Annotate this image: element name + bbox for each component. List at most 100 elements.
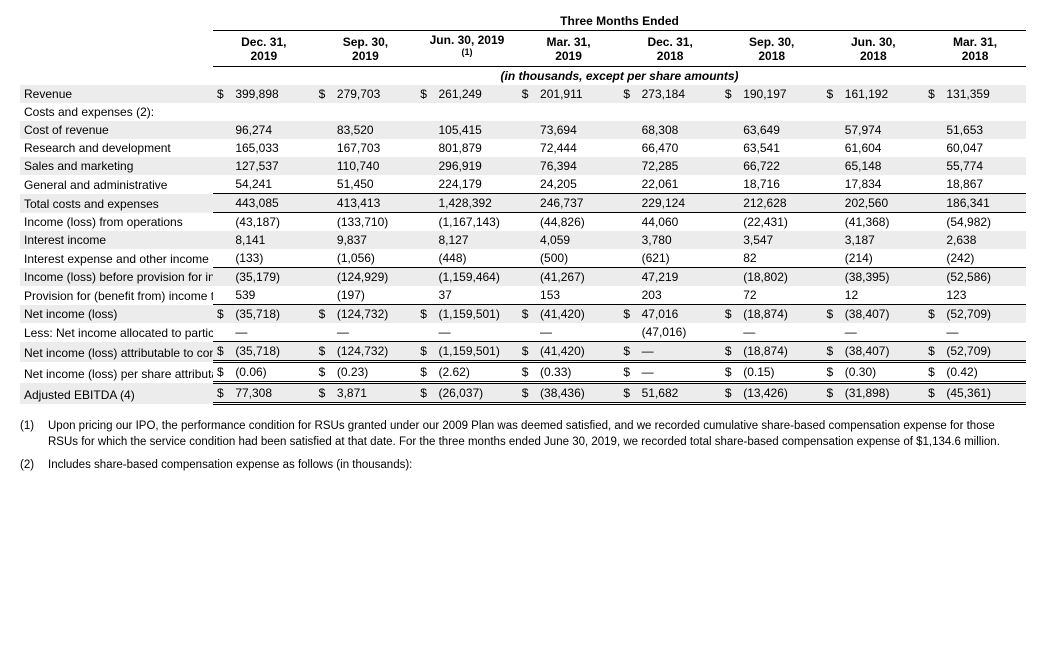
- value-cell: 12: [841, 286, 924, 305]
- value-cell: 66,722: [739, 157, 822, 175]
- value-cell: 83,520: [333, 121, 416, 139]
- currency-cell: $: [518, 362, 536, 383]
- value-cell: (0.15): [739, 362, 822, 383]
- value-cell: (41,420): [536, 305, 619, 324]
- currency-cell: [823, 121, 841, 139]
- currency-cell: $: [213, 305, 231, 324]
- value-cell: 66,470: [638, 139, 721, 157]
- currency-cell: [213, 231, 231, 249]
- currency-cell: $: [619, 342, 637, 362]
- value-cell: [434, 103, 517, 121]
- value-cell: (31,898): [841, 383, 924, 404]
- currency-cell: [315, 323, 333, 342]
- value-cell: 65,148: [841, 157, 924, 175]
- currency-cell: [924, 213, 942, 232]
- table-row: Less: Net income allocated to participat…: [20, 323, 1026, 342]
- currency-cell: [416, 213, 434, 232]
- value-cell: 18,716: [739, 175, 822, 194]
- table-row: Provision for (benefit from) income taxe…: [20, 286, 1026, 305]
- super-header-row: Three Months Ended: [20, 12, 1026, 31]
- value-cell: 443,085: [231, 194, 314, 213]
- value-cell: (124,929): [333, 268, 416, 287]
- currency-cell: [416, 323, 434, 342]
- currency-cell: [823, 103, 841, 121]
- currency-cell: [213, 103, 231, 121]
- currency-cell: $: [721, 362, 739, 383]
- currency-cell: [315, 103, 333, 121]
- value-cell: (38,436): [536, 383, 619, 404]
- currency-cell: [924, 157, 942, 175]
- currency-cell: [518, 213, 536, 232]
- currency-cell: [823, 194, 841, 213]
- table-row: Income (loss) from operations(43,187)(13…: [20, 213, 1026, 232]
- value-cell: (197): [333, 286, 416, 305]
- row-label: Provision for (benefit from) income taxe…: [20, 286, 213, 305]
- value-cell: 17,834: [841, 175, 924, 194]
- currency-cell: [416, 103, 434, 121]
- value-cell: (0.42): [942, 362, 1026, 383]
- value-cell: 167,703: [333, 139, 416, 157]
- currency-cell: [721, 268, 739, 287]
- currency-cell: $: [518, 305, 536, 324]
- currency-cell: $: [924, 342, 942, 362]
- currency-cell: $: [823, 305, 841, 324]
- row-label: General and administrative: [20, 175, 213, 194]
- row-label: Research and development: [20, 139, 213, 157]
- currency-cell: [619, 194, 637, 213]
- value-cell: (448): [434, 249, 517, 268]
- currency-cell: $: [823, 362, 841, 383]
- value-cell: 261,249: [434, 85, 517, 103]
- currency-cell: [518, 175, 536, 194]
- currency-cell: [924, 231, 942, 249]
- value-cell: 72: [739, 286, 822, 305]
- currency-cell: $: [315, 383, 333, 404]
- currency-cell: $: [721, 342, 739, 362]
- value-cell: 246,737: [536, 194, 619, 213]
- currency-cell: $: [619, 362, 637, 383]
- value-cell: (1,159,501): [434, 305, 517, 324]
- value-cell: 51,682: [638, 383, 721, 404]
- currency-cell: $: [213, 383, 231, 404]
- currency-cell: [721, 323, 739, 342]
- value-cell: 1,428,392: [434, 194, 517, 213]
- currency-cell: [315, 157, 333, 175]
- value-cell: (35,718): [231, 305, 314, 324]
- currency-cell: $: [416, 305, 434, 324]
- row-label: Cost of revenue: [20, 121, 213, 139]
- value-cell: 229,124: [638, 194, 721, 213]
- currency-cell: [315, 286, 333, 305]
- currency-cell: [619, 286, 637, 305]
- value-cell: [536, 103, 619, 121]
- currency-cell: [823, 139, 841, 157]
- value-cell: 22,061: [638, 175, 721, 194]
- currency-cell: $: [416, 85, 434, 103]
- period-1: Sep. 30,2019: [315, 31, 417, 67]
- currency-cell: [721, 286, 739, 305]
- value-cell: (500): [536, 249, 619, 268]
- value-cell: 47,016: [638, 305, 721, 324]
- currency-cell: [518, 103, 536, 121]
- table-row: Total costs and expenses443,085413,4131,…: [20, 194, 1026, 213]
- table-row: Interest expense and other income (expen…: [20, 249, 1026, 268]
- value-cell: (124,732): [333, 305, 416, 324]
- value-cell: (47,016): [638, 323, 721, 342]
- currency-cell: $: [924, 85, 942, 103]
- currency-cell: [924, 268, 942, 287]
- value-cell: 51,653: [942, 121, 1026, 139]
- value-cell: (13,426): [739, 383, 822, 404]
- period-0: Dec. 31,2019: [213, 31, 315, 67]
- currency-cell: [315, 121, 333, 139]
- value-cell: (35,179): [231, 268, 314, 287]
- table-row: Income (loss) before provision for incom…: [20, 268, 1026, 287]
- value-cell: (1,159,464): [434, 268, 517, 287]
- currency-cell: $: [619, 383, 637, 404]
- currency-cell: $: [924, 305, 942, 324]
- table-row: Net income (loss)$(35,718)$(124,732)$(1,…: [20, 305, 1026, 324]
- currency-cell: [213, 249, 231, 268]
- value-cell: (214): [841, 249, 924, 268]
- currency-cell: [721, 139, 739, 157]
- value-cell: 82: [739, 249, 822, 268]
- currency-cell: [619, 157, 637, 175]
- value-cell: (22,431): [739, 213, 822, 232]
- value-cell: 18,867: [942, 175, 1026, 194]
